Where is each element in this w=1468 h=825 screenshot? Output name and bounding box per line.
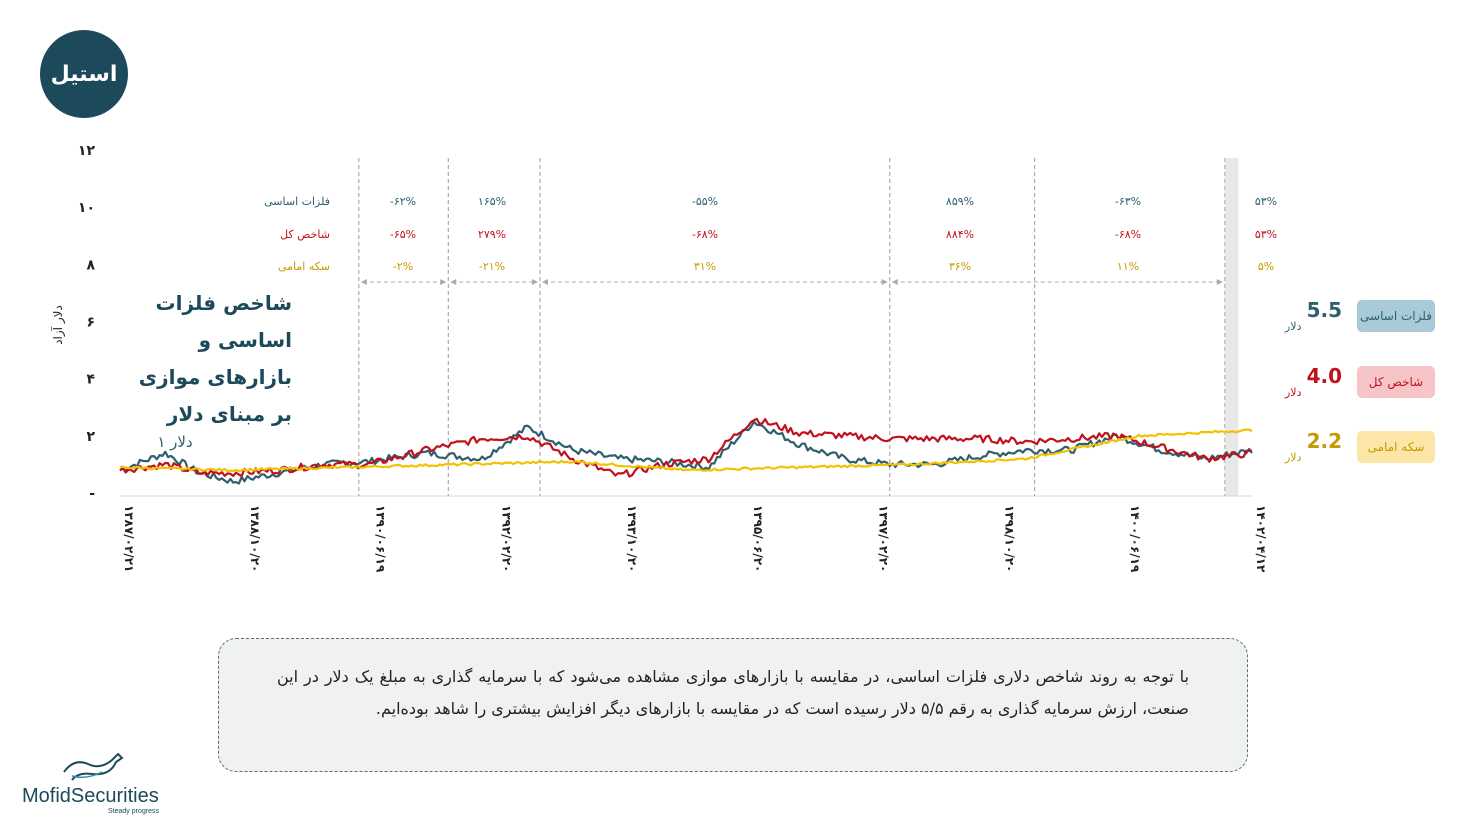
- logo: MofidSecurities Steady progress: [22, 750, 162, 820]
- period-return-value: ۱۱%: [1117, 260, 1139, 273]
- chart-title: شاخص فلزات اساسی و بازارهای موازی بر مبن…: [138, 291, 292, 426]
- period-row-label: سکه امامی: [278, 260, 330, 273]
- period-return-value: -۶۲%: [390, 195, 416, 208]
- period-row-label: فلزات اساسی: [264, 195, 330, 208]
- period-return-value: ۵%: [1258, 260, 1274, 273]
- x-tick-label: ۱۳۹۸/۱۰/۲۰: [1002, 505, 1016, 572]
- series-line-2: [119, 428, 1253, 473]
- x-tick-label: ۱۴۰۲/۰۴/۱۲: [1254, 505, 1268, 573]
- period-return-value: ۵۳%: [1255, 228, 1277, 241]
- period-return-value: ۱۶۵%: [478, 195, 506, 208]
- start-value-annotation: ۱ دلار: [157, 433, 192, 451]
- y-tick-label: ۴: [86, 372, 95, 388]
- y-tick-label: ۱۲: [78, 143, 96, 159]
- x-tick-label: ۱۳۸۸/۱۰/۲۰: [248, 505, 262, 572]
- y-tick-label: ۱۰: [78, 200, 95, 216]
- period-return-value: ۳۶%: [949, 260, 971, 273]
- logo-tagline: Steady progress: [108, 808, 159, 815]
- legend-item-label: سکه امامی: [1357, 431, 1435, 463]
- legend-item-unit: دلار: [1285, 320, 1302, 333]
- period-arrow-head: [891, 279, 898, 285]
- period-return-value: ۵۳%: [1255, 195, 1277, 208]
- y-tick-label: ۲: [86, 429, 95, 445]
- period-return-value: -۲۱%: [479, 260, 505, 273]
- period-return-value: -۲%: [393, 260, 413, 273]
- period-return-value: ۸۵۹%: [946, 195, 974, 208]
- y-tick-label: ۶: [86, 315, 95, 331]
- x-tick-label: ۱۳۹۰/۰۶/۱۹: [374, 505, 388, 573]
- period-arrow-head: [531, 279, 538, 285]
- period-return-value: -۶۸%: [692, 228, 718, 241]
- bull-logo-icon: [63, 752, 124, 781]
- legend-item-unit: دلار: [1285, 386, 1302, 399]
- y-axis-label: دلار آزاد: [50, 305, 66, 345]
- period-return-value: -۶۳%: [1115, 195, 1141, 208]
- period-return-value: ۸۸۴%: [946, 228, 974, 241]
- period-arrow-head: [360, 279, 367, 285]
- period-return-value: ۳۱%: [694, 260, 716, 273]
- x-tick-label: ۱۳۹۳/۱۰/۲۰: [625, 505, 639, 572]
- period-arrow-head: [541, 279, 548, 285]
- chart: - ۲ ۴ ۶ ۸ ۱۰ ۱۲ دلار آزاد فلزات اساسی شاخص کل سکه …: [50, 143, 1277, 573]
- legend-item-unit: دلار: [1285, 451, 1302, 464]
- period-arrow-head: [440, 279, 447, 285]
- period-return-value: ۲۷۹%: [478, 228, 506, 241]
- x-tick-label: ۱۳۹۵/۰۶/۲۰: [751, 505, 765, 572]
- note-text: با توجه به روند شاخص دلاری فلزات اساسی، …: [277, 667, 1189, 718]
- period-arrow-head: [881, 279, 888, 285]
- recent-period-shade: [1224, 158, 1239, 496]
- legend-item-value: 5.5: [1306, 298, 1342, 322]
- logo-brand: MofidSecurities: [22, 785, 159, 807]
- x-tick-label: ۱۳۸۷/۰۲/۲۱: [122, 505, 136, 572]
- x-tick-label: ۱۳۹۲/۰۲/۲۰: [499, 505, 513, 572]
- period-return-value: -۶۸%: [1115, 228, 1141, 241]
- note-box: با توجه به روند شاخص دلاری فلزات اساسی، …: [218, 638, 1248, 772]
- period-row-label: شاخص کل: [280, 228, 330, 241]
- y-tick-label: ۸: [86, 257, 95, 273]
- legend-item-label: فلزات اساسی: [1357, 300, 1435, 332]
- period-arrow-head: [1216, 279, 1223, 285]
- y-tick-label: -: [89, 486, 95, 502]
- legend-item-value: 2.2: [1306, 429, 1342, 453]
- section-badge: استیل: [40, 30, 128, 118]
- period-arrow-head: [450, 279, 457, 285]
- x-tick-label: ۱۴۰۰/۰۶/۱۹: [1128, 505, 1142, 573]
- period-return-value: -۵۵%: [692, 195, 718, 208]
- legend-item-value: 4.0: [1306, 364, 1342, 388]
- period-return-value: -۶۵%: [390, 228, 416, 241]
- x-tick-label: ۱۳۹۷/۰۲/۲۰: [877, 505, 891, 572]
- legend-item-label: شاخص کل: [1357, 366, 1435, 398]
